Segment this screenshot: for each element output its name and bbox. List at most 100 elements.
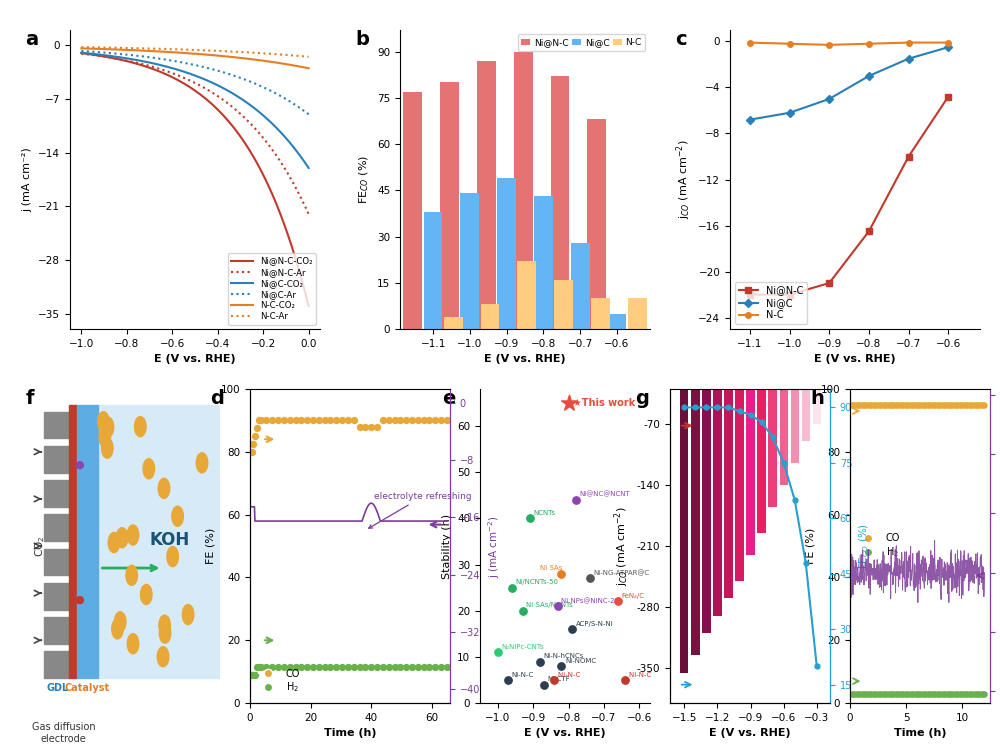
Y-axis label: Stability (h): Stability (h) [442, 513, 452, 579]
Point [910, 687, 926, 699]
Point [903, 687, 919, 699]
Point [276, 661, 292, 673]
Text: c: c [675, 30, 687, 49]
Circle shape [112, 619, 123, 639]
Text: Ni-CTF: Ni-CTF [547, 676, 570, 682]
Point [500, 674, 516, 686]
Circle shape [108, 533, 120, 553]
Bar [802, 363, 810, 441]
Point [514, 604, 530, 616]
Circle shape [172, 506, 183, 527]
Point [410, 414, 426, 426]
Text: FeN₄/C: FeN₄/C [622, 593, 645, 599]
Point [550, 600, 566, 612]
Bar [628, 298, 647, 329]
Text: g: g [635, 389, 649, 408]
Point [334, 414, 350, 426]
Point [876, 687, 892, 699]
Line: Ni@N-C: Ni@N-C [747, 94, 951, 298]
Bar [44, 480, 69, 507]
Point [920, 687, 936, 699]
Text: d: d [210, 389, 224, 408]
Point [912, 399, 928, 411]
Point [969, 399, 985, 411]
Bar [780, 363, 788, 485]
Bar [554, 280, 573, 329]
Point [944, 399, 960, 411]
Point [976, 399, 992, 411]
Bar [551, 76, 569, 329]
Point [925, 687, 941, 699]
Point [878, 399, 894, 411]
Point [915, 687, 931, 699]
Bar [497, 178, 516, 329]
Bar [44, 411, 69, 438]
Text: b: b [355, 30, 369, 49]
Point [927, 399, 943, 411]
Text: Gas diffusion
electrode: Gas diffusion electrode [32, 722, 95, 744]
Ni@C [863, 72, 875, 81]
Point [398, 661, 414, 673]
Bar [702, 363, 711, 634]
Point [846, 399, 862, 411]
Text: Ni-N-C: Ni-N-C [629, 672, 656, 678]
Point [930, 399, 946, 411]
Point [357, 661, 373, 673]
Point [868, 399, 884, 411]
Y-axis label: j (mA cm$^{-2}$): j (mA cm$^{-2}$) [486, 515, 502, 577]
Point [854, 687, 870, 699]
Point [905, 399, 921, 411]
Point [387, 661, 403, 673]
Point [849, 687, 865, 699]
Circle shape [159, 615, 170, 635]
Point [888, 687, 904, 699]
Circle shape [98, 411, 109, 432]
Bar [791, 363, 799, 463]
Point [439, 661, 455, 673]
Point [375, 414, 391, 426]
Bar [69, 405, 77, 678]
Point [247, 669, 263, 681]
Point [369, 661, 385, 673]
Line: N-C: N-C [747, 40, 951, 48]
Point [974, 399, 990, 411]
Point [861, 399, 877, 411]
Point [251, 661, 267, 673]
Point [954, 687, 970, 699]
Bar [44, 583, 69, 610]
Circle shape [167, 547, 178, 567]
Point [898, 399, 914, 411]
Bar [534, 197, 553, 329]
Point [954, 399, 970, 411]
Text: ACP/S-N-Ni: ACP/S-N-Ni [576, 621, 613, 627]
Text: Ni/NCNTs-50: Ni/NCNTs-50 [515, 579, 558, 586]
Bar [514, 52, 533, 329]
Point [568, 494, 584, 506]
Point [957, 399, 973, 411]
Point [964, 687, 980, 699]
Point [942, 399, 958, 411]
Bar [44, 515, 69, 541]
Point [903, 399, 919, 411]
Point [976, 687, 992, 699]
Bar [77, 405, 98, 678]
Point [532, 655, 548, 667]
Bar [768, 363, 777, 507]
Point [582, 572, 598, 584]
Point [871, 687, 887, 699]
Point [427, 661, 443, 673]
Point [922, 399, 938, 411]
Point [920, 399, 936, 411]
Point [536, 678, 552, 690]
Bar [481, 304, 499, 329]
Point [375, 661, 391, 673]
Point [876, 399, 892, 411]
Point [959, 687, 975, 699]
Point [293, 661, 309, 673]
Point [311, 661, 327, 673]
Point [244, 446, 260, 458]
Circle shape [157, 647, 169, 666]
Point [421, 414, 437, 426]
Point [553, 660, 569, 672]
Point [937, 687, 953, 699]
